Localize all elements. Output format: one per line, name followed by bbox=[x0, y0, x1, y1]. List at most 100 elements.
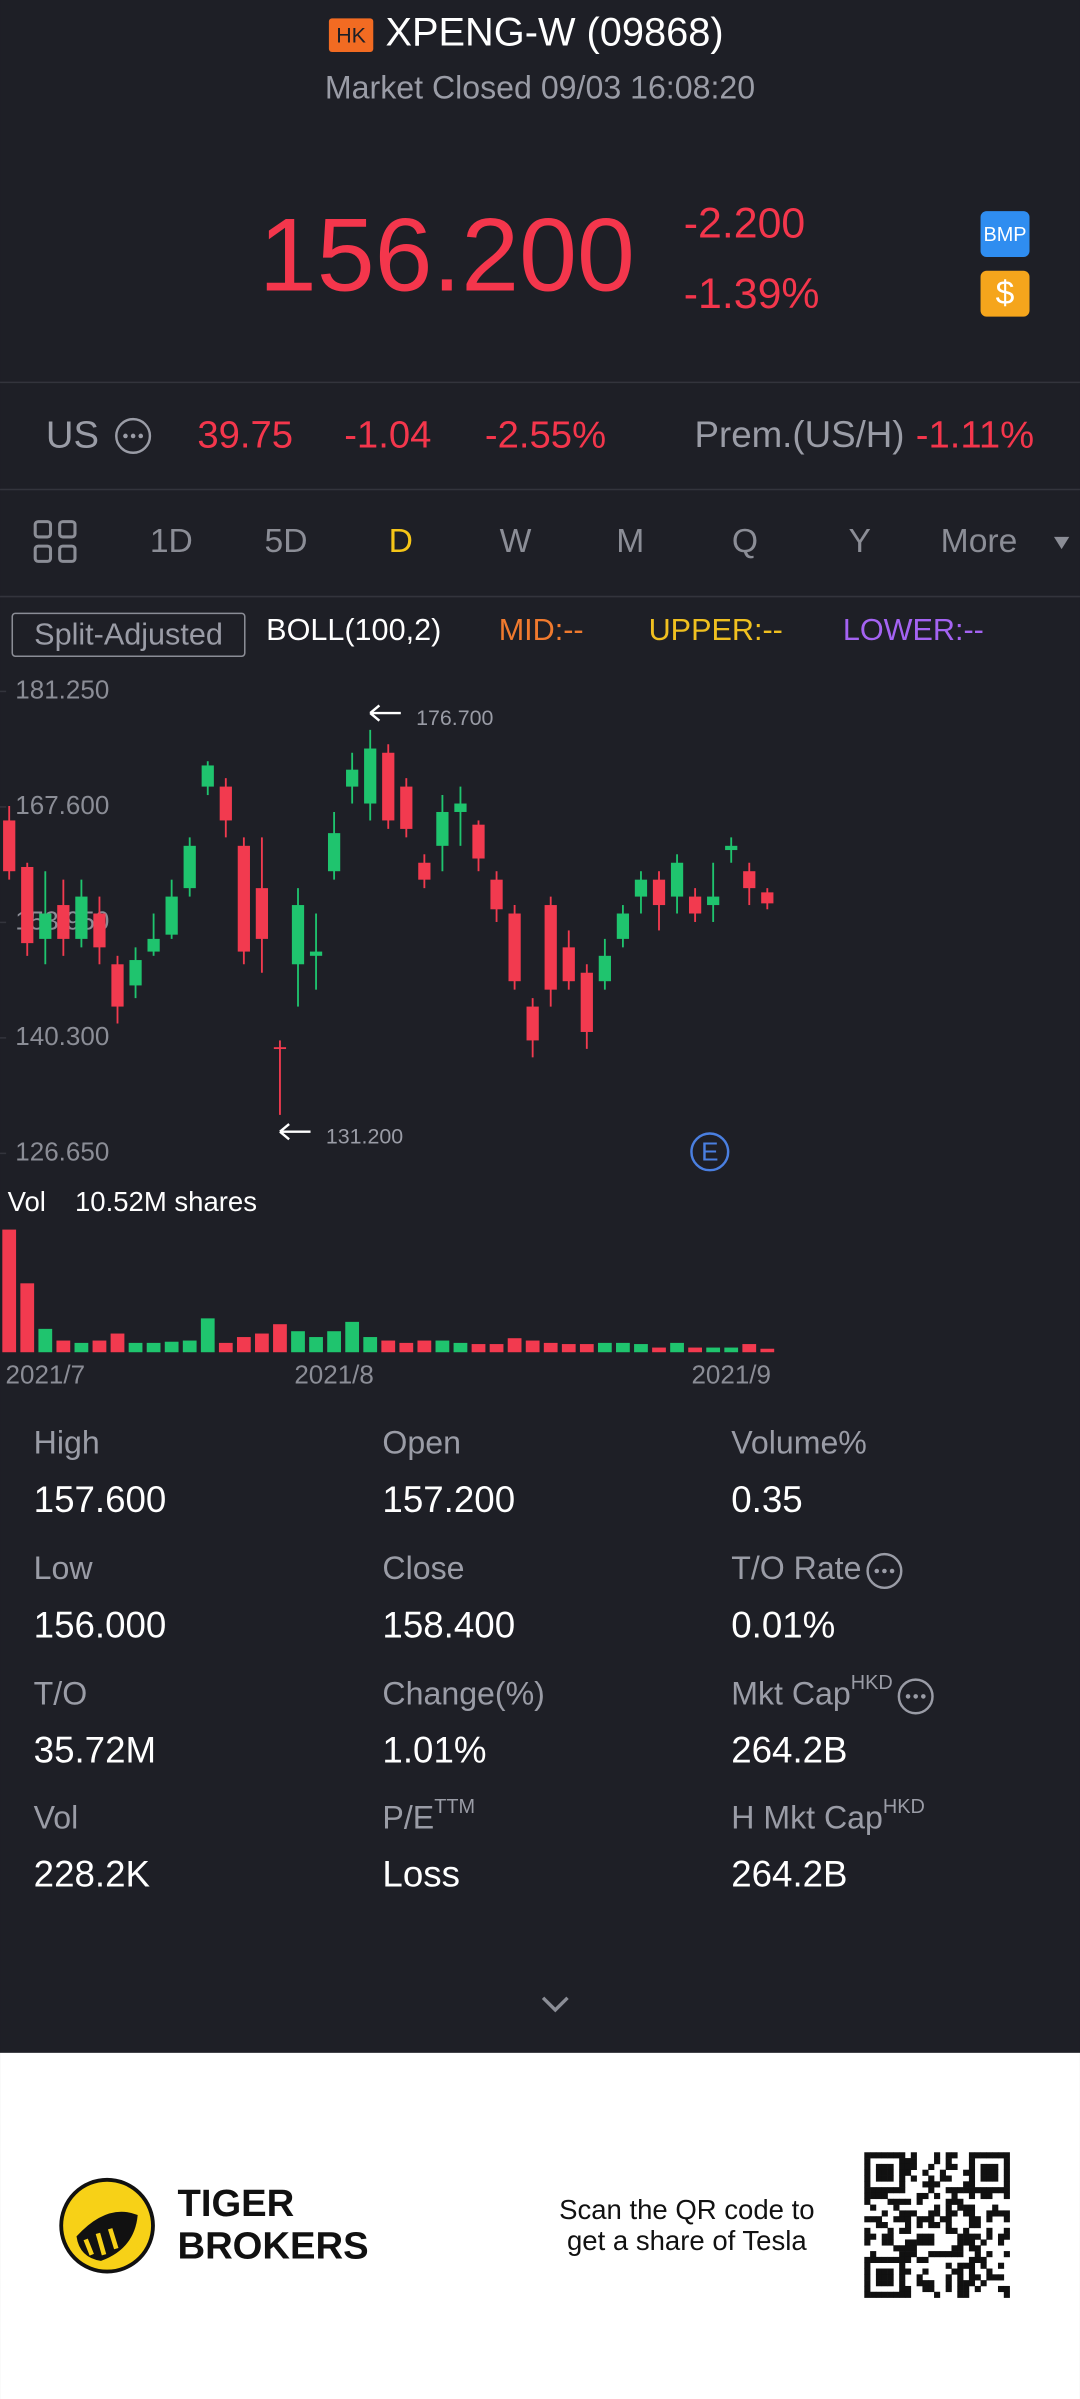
qr-cell bbox=[870, 2256, 877, 2264]
qr-cell bbox=[992, 2152, 999, 2159]
qr-cell bbox=[992, 2187, 999, 2194]
qr-cell bbox=[1003, 2175, 1010, 2182]
candle-body bbox=[418, 862, 431, 880]
qr-cell bbox=[992, 2163, 999, 2171]
qr-code bbox=[864, 2152, 1010, 2298]
volume-bar bbox=[652, 1347, 666, 1353]
exchange-badge-text: HK bbox=[336, 23, 366, 47]
qr-cell bbox=[887, 2169, 894, 2176]
stat-value: Loss bbox=[382, 1854, 460, 1895]
info-icon[interactable] bbox=[115, 417, 152, 455]
volume-bar bbox=[218, 1342, 233, 1353]
qr-cell bbox=[864, 2216, 871, 2223]
qr-cell bbox=[875, 2222, 883, 2229]
qr-cell bbox=[980, 2187, 987, 2194]
grid-icon[interactable] bbox=[33, 520, 77, 563]
qr-cell bbox=[986, 2210, 993, 2217]
qr-cell bbox=[899, 2175, 906, 2182]
y-tick-label: 181.250 bbox=[15, 674, 109, 704]
qr-cell bbox=[875, 2216, 883, 2223]
stat-value: 156.000 bbox=[34, 1604, 167, 1645]
qr-cell bbox=[899, 2256, 906, 2264]
qr-cell bbox=[963, 2239, 970, 2246]
stat-value: 0.35 bbox=[731, 1479, 802, 1520]
qr-cell bbox=[904, 2245, 912, 2252]
candle-body bbox=[634, 879, 648, 897]
tab[interactable]: 5D bbox=[265, 523, 308, 560]
qr-cell bbox=[968, 2181, 976, 2188]
candle-body bbox=[580, 972, 593, 1032]
qr-cell bbox=[1003, 2251, 1010, 2258]
adjust-toggle[interactable] bbox=[11, 612, 246, 657]
qr-cell bbox=[1003, 2227, 1010, 2234]
tab[interactable]: Y bbox=[848, 523, 870, 560]
candle-body bbox=[688, 896, 702, 914]
qr-cell bbox=[875, 2268, 883, 2275]
qr-cell bbox=[957, 2251, 964, 2258]
qr-cell bbox=[968, 2245, 976, 2252]
qr-cell bbox=[864, 2274, 871, 2281]
qr-cell bbox=[963, 2181, 970, 2188]
info-dot bbox=[921, 1694, 926, 1699]
qr-cell bbox=[922, 2192, 929, 2200]
qr-cell bbox=[922, 2169, 929, 2176]
qr-cell bbox=[1003, 2158, 1010, 2165]
volume-bar bbox=[182, 1340, 197, 1353]
volume-bar bbox=[489, 1344, 504, 1353]
volume-bar bbox=[327, 1331, 341, 1353]
qr-cell bbox=[934, 2222, 941, 2229]
qr-cell bbox=[997, 2239, 1005, 2246]
volume-bar bbox=[507, 1338, 522, 1353]
qr-cell bbox=[934, 2210, 941, 2217]
qr-cell bbox=[974, 2256, 981, 2264]
stock-title: XPENG-W (09868) bbox=[386, 11, 724, 55]
info-icon[interactable] bbox=[897, 1678, 934, 1715]
dollar-badge[interactable] bbox=[980, 270, 1030, 317]
qr-cell bbox=[910, 2163, 917, 2171]
qr-cell bbox=[968, 2210, 976, 2217]
qr-cell bbox=[922, 2181, 929, 2188]
qr-cell bbox=[928, 2187, 935, 2194]
volume-total: 10.52M shares bbox=[75, 1186, 257, 1217]
qr-cell bbox=[875, 2163, 883, 2171]
volume-bar bbox=[92, 1340, 107, 1353]
tab[interactable]: More bbox=[941, 523, 1018, 560]
dropdown-arrow[interactable] bbox=[1053, 536, 1070, 550]
volume-bar bbox=[381, 1340, 396, 1353]
market-status: Market Closed 09/03 16:08:20 bbox=[325, 70, 755, 106]
tab[interactable]: M bbox=[616, 523, 644, 560]
qr-cell bbox=[934, 2152, 941, 2159]
qr-cell bbox=[957, 2268, 964, 2275]
qr-cell bbox=[945, 2251, 952, 2258]
qr-cell bbox=[899, 2280, 906, 2287]
qr-cell bbox=[974, 2274, 981, 2281]
bmp-badge-text: BMP bbox=[983, 224, 1026, 246]
volume-bar bbox=[453, 1342, 468, 1353]
qr-cell bbox=[1003, 2169, 1010, 2176]
promo-line: get a share of Tesla bbox=[567, 2225, 807, 2256]
qr-cell bbox=[887, 2268, 894, 2275]
tab[interactable]: D bbox=[389, 523, 413, 560]
bmp-badge[interactable] bbox=[980, 211, 1030, 257]
qr-cell bbox=[887, 2187, 894, 2194]
expand-chevron[interactable] bbox=[541, 1996, 569, 2013]
qr-cell bbox=[904, 2169, 912, 2176]
tab[interactable]: 1D bbox=[150, 523, 193, 560]
tab[interactable]: W bbox=[500, 523, 532, 560]
info-icon[interactable] bbox=[866, 1552, 903, 1590]
qr-cell bbox=[963, 2204, 970, 2211]
qr-cell bbox=[1003, 2216, 1010, 2223]
qr-cell bbox=[963, 2169, 970, 2176]
qr-cell bbox=[939, 2169, 946, 2176]
annotation-arrow bbox=[279, 1123, 311, 1141]
qr-cell bbox=[957, 2204, 964, 2211]
stat-label-text: Open bbox=[382, 1425, 461, 1461]
event-marker[interactable] bbox=[690, 1132, 730, 1172]
qr-cell bbox=[997, 2210, 1005, 2217]
candle-body bbox=[436, 811, 449, 846]
qr-cell bbox=[963, 2227, 970, 2234]
tab[interactable]: Q bbox=[732, 523, 758, 560]
qr-cell bbox=[864, 2268, 871, 2275]
boll-label[interactable]: BOLL(100,2) bbox=[266, 613, 441, 647]
qr-cell bbox=[963, 2285, 970, 2293]
